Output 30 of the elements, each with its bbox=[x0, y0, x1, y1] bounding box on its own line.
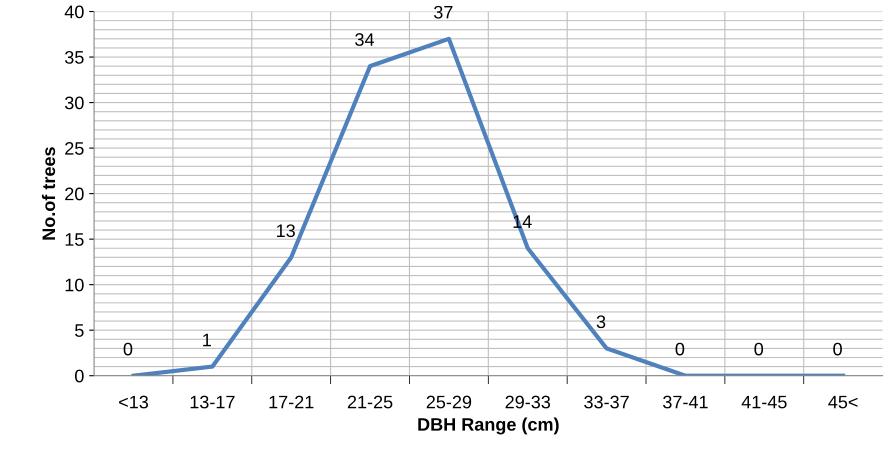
data-label: 34 bbox=[355, 33, 374, 46]
y-tick-label: 20 bbox=[65, 188, 84, 200]
data-label: 1 bbox=[203, 334, 211, 346]
y-tick-label: 10 bbox=[66, 278, 84, 292]
y-tick-label: 40 bbox=[64, 5, 84, 18]
y-tick-label: 0 bbox=[75, 370, 84, 382]
x-tick-label: 45< bbox=[828, 396, 858, 408]
x-tick-label: <13 bbox=[119, 396, 148, 408]
data-label: 13 bbox=[276, 224, 295, 238]
y-tick-label: 25 bbox=[65, 142, 84, 155]
data-label: 37 bbox=[434, 6, 452, 19]
y-tick-label: 15 bbox=[66, 233, 84, 246]
x-axis-title: DBH Range (cm) bbox=[418, 418, 559, 434]
y-axis-title: No.of trees bbox=[42, 147, 56, 240]
x-tick-label: 13-17 bbox=[190, 396, 235, 408]
x-tick-label: 25-29 bbox=[426, 396, 472, 408]
x-tick-label: 37-41 bbox=[663, 396, 708, 408]
y-tick-label: 30 bbox=[64, 96, 84, 110]
x-tick-label: 33-37 bbox=[584, 396, 629, 408]
y-tick-label: 5 bbox=[75, 324, 84, 337]
data-label: 0 bbox=[754, 342, 764, 356]
x-tick-label: 29-33 bbox=[506, 396, 550, 408]
x-tick-label: 21-25 bbox=[348, 396, 392, 408]
data-label: 0 bbox=[833, 342, 842, 356]
x-tick-label: 41-45 bbox=[742, 396, 787, 408]
y-tick-label: 35 bbox=[64, 50, 84, 64]
data-label: 3 bbox=[596, 315, 606, 328]
data-label: 0 bbox=[676, 342, 684, 356]
x-tick-label: 17-21 bbox=[269, 396, 314, 408]
data-label: 0 bbox=[124, 342, 132, 356]
